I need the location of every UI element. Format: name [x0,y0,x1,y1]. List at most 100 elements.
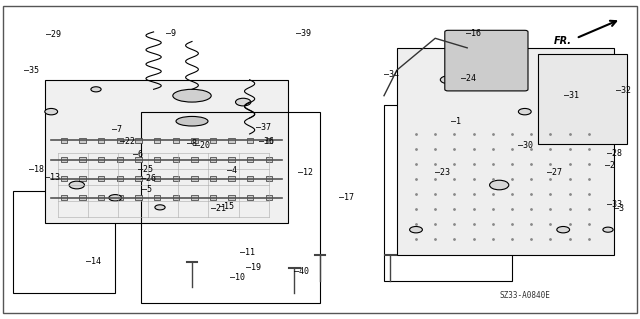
FancyBboxPatch shape [538,54,627,144]
Circle shape [109,195,122,201]
Text: —36: —36 [259,137,274,146]
Bar [228,157,235,162]
Bar [116,176,123,181]
Bar [191,195,198,200]
Bar [173,138,179,143]
Circle shape [69,181,84,189]
Text: FR.: FR. [554,36,572,47]
Bar [228,195,235,200]
Bar [61,157,67,162]
Bar [228,138,235,143]
Ellipse shape [173,89,211,102]
Text: —33: —33 [607,200,621,209]
Text: —18: —18 [29,165,44,174]
Bar [116,195,123,200]
Bar [116,138,123,143]
Text: —19: —19 [246,263,261,272]
Circle shape [440,76,456,84]
Bar [247,157,253,162]
Circle shape [410,226,422,233]
Bar [98,195,104,200]
Text: —28: —28 [607,149,621,158]
Bar [266,138,272,143]
Bar [135,195,141,200]
Text: —13: —13 [45,173,60,182]
Bar [135,157,141,162]
Text: —14: —14 [86,257,101,266]
Bar [79,157,86,162]
Circle shape [91,87,101,92]
Text: —25: —25 [138,165,152,174]
Text: SZ33-A0840E: SZ33-A0840E [499,291,550,300]
Bar [135,176,141,181]
Text: —11: —11 [240,248,255,256]
Text: —2: —2 [605,161,615,170]
Text: —37: —37 [256,123,271,132]
Circle shape [490,180,509,190]
Text: —6: —6 [133,150,143,159]
FancyBboxPatch shape [397,48,614,255]
Bar [191,176,198,181]
Text: —30: —30 [518,141,533,150]
Bar [173,195,179,200]
Text: —34: —34 [384,70,399,79]
Bar [247,176,253,181]
Text: —32: —32 [616,86,630,95]
Circle shape [518,108,531,115]
Circle shape [155,205,165,210]
Text: —39: —39 [296,29,310,38]
Text: —26: —26 [141,174,156,183]
Bar [98,138,104,143]
Text: —22: —22 [120,137,135,146]
Bar [98,176,104,181]
Bar [228,176,235,181]
Bar [79,138,86,143]
Bar [173,157,179,162]
Bar [210,195,216,200]
Text: —7: —7 [112,125,122,134]
Bar [266,157,272,162]
FancyBboxPatch shape [45,80,288,223]
Circle shape [45,108,58,115]
Text: —31: —31 [564,91,579,100]
Text: —17: —17 [339,193,354,202]
Circle shape [557,226,570,233]
Circle shape [236,98,251,106]
Bar [79,176,86,181]
Bar [210,157,216,162]
Text: —21: —21 [211,204,226,213]
Text: —27: —27 [547,168,562,177]
Bar [191,157,198,162]
Bar [61,176,67,181]
Bar [154,176,160,181]
Text: —16: —16 [466,29,481,38]
Bar [266,176,272,181]
Bar [61,138,67,143]
Bar [247,138,253,143]
Text: —1: —1 [451,117,461,126]
Text: —3: —3 [614,204,625,213]
Text: —15: —15 [219,202,234,211]
Ellipse shape [176,116,208,126]
Text: —23: —23 [435,168,450,177]
Text: —8: —8 [187,139,197,148]
Bar [154,138,160,143]
Text: —20: —20 [195,141,210,150]
Bar [98,157,104,162]
Text: —40: —40 [294,267,309,276]
Bar [173,176,179,181]
Bar [154,157,160,162]
Text: —12: —12 [298,168,312,177]
Bar [247,195,253,200]
Bar [135,138,141,143]
FancyBboxPatch shape [445,30,528,91]
Bar [191,138,198,143]
Text: —29: —29 [46,30,61,39]
Circle shape [603,227,613,232]
Text: —9: —9 [166,29,177,38]
Bar [154,195,160,200]
Text: —5: —5 [142,185,152,194]
Text: —4: —4 [227,166,237,175]
Bar [79,195,86,200]
Text: —24: —24 [461,74,476,83]
